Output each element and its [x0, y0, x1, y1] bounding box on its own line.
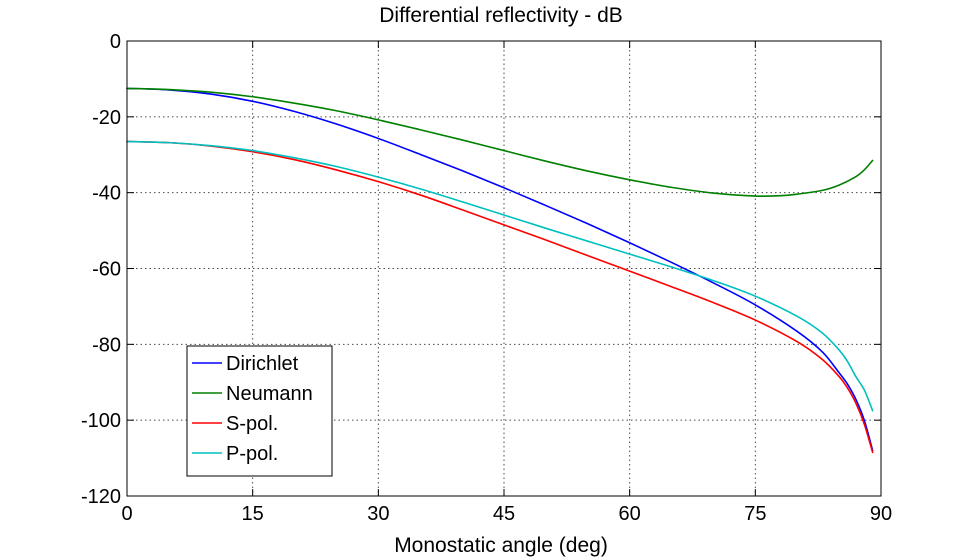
y-tick-label: -100	[81, 410, 121, 432]
series-line-p-pol	[126, 140, 874, 412]
legend-box	[186, 345, 333, 477]
y-tick-label: -60	[92, 259, 121, 281]
legend-label: S-pol.	[226, 413, 278, 435]
series-lines	[126, 87, 874, 454]
y-tick-label: -40	[92, 183, 121, 205]
y-tick-label: -80	[92, 334, 121, 356]
y-tick-label: -20	[92, 107, 121, 129]
x-tick-label: 90	[870, 503, 892, 525]
x-axis-title: Monostatic angle (deg)	[394, 534, 608, 557]
x-tick-label: 30	[367, 503, 389, 525]
x-tick-label: 75	[744, 503, 766, 525]
x-tick-label: 60	[619, 503, 641, 525]
y-tick-label: -120	[81, 486, 121, 508]
x-tick-label: 0	[121, 503, 132, 525]
legend-entries: Dirichlet Neumann S-pol. P-pol.	[192, 353, 313, 465]
legend-label: Neumann	[226, 383, 313, 405]
series-line-dirichlet	[126, 87, 874, 452]
series-line-s-pol	[126, 140, 874, 454]
legend-label: P-pol.	[226, 443, 278, 465]
x-tick-label: 15	[242, 503, 264, 525]
legend: Dirichlet Neumann S-pol. P-pol.	[186, 345, 333, 477]
chart-title: Differential reflectivity - dB	[379, 4, 623, 27]
y-tick-label: 0	[110, 31, 121, 53]
legend-label: Dirichlet	[226, 353, 299, 375]
x-tick-label: 45	[493, 503, 515, 525]
axis-ticks: 0 15 30 45 60 75 90 0 -20 -40 -60 -80 -100 -120	[81, 31, 892, 525]
series-line-neumann	[126, 87, 874, 198]
